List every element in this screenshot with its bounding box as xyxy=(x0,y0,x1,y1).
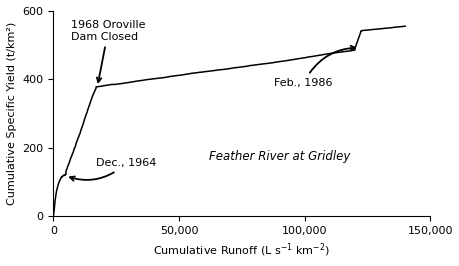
Text: 1968 Oroville
Dam Closed: 1968 Oroville Dam Closed xyxy=(71,20,145,82)
Text: Feb., 1986: Feb., 1986 xyxy=(274,46,354,88)
Y-axis label: Cumulative Specific Yield (t/km²): Cumulative Specific Yield (t/km²) xyxy=(7,22,17,205)
Text: Dec., 1964: Dec., 1964 xyxy=(70,158,156,181)
Text: Feather River at Gridley: Feather River at Gridley xyxy=(208,150,349,163)
X-axis label: Cumulative Runoff (L s$^{-1}$ km$^{-2}$): Cumulative Runoff (L s$^{-1}$ km$^{-2}$) xyxy=(153,242,330,259)
